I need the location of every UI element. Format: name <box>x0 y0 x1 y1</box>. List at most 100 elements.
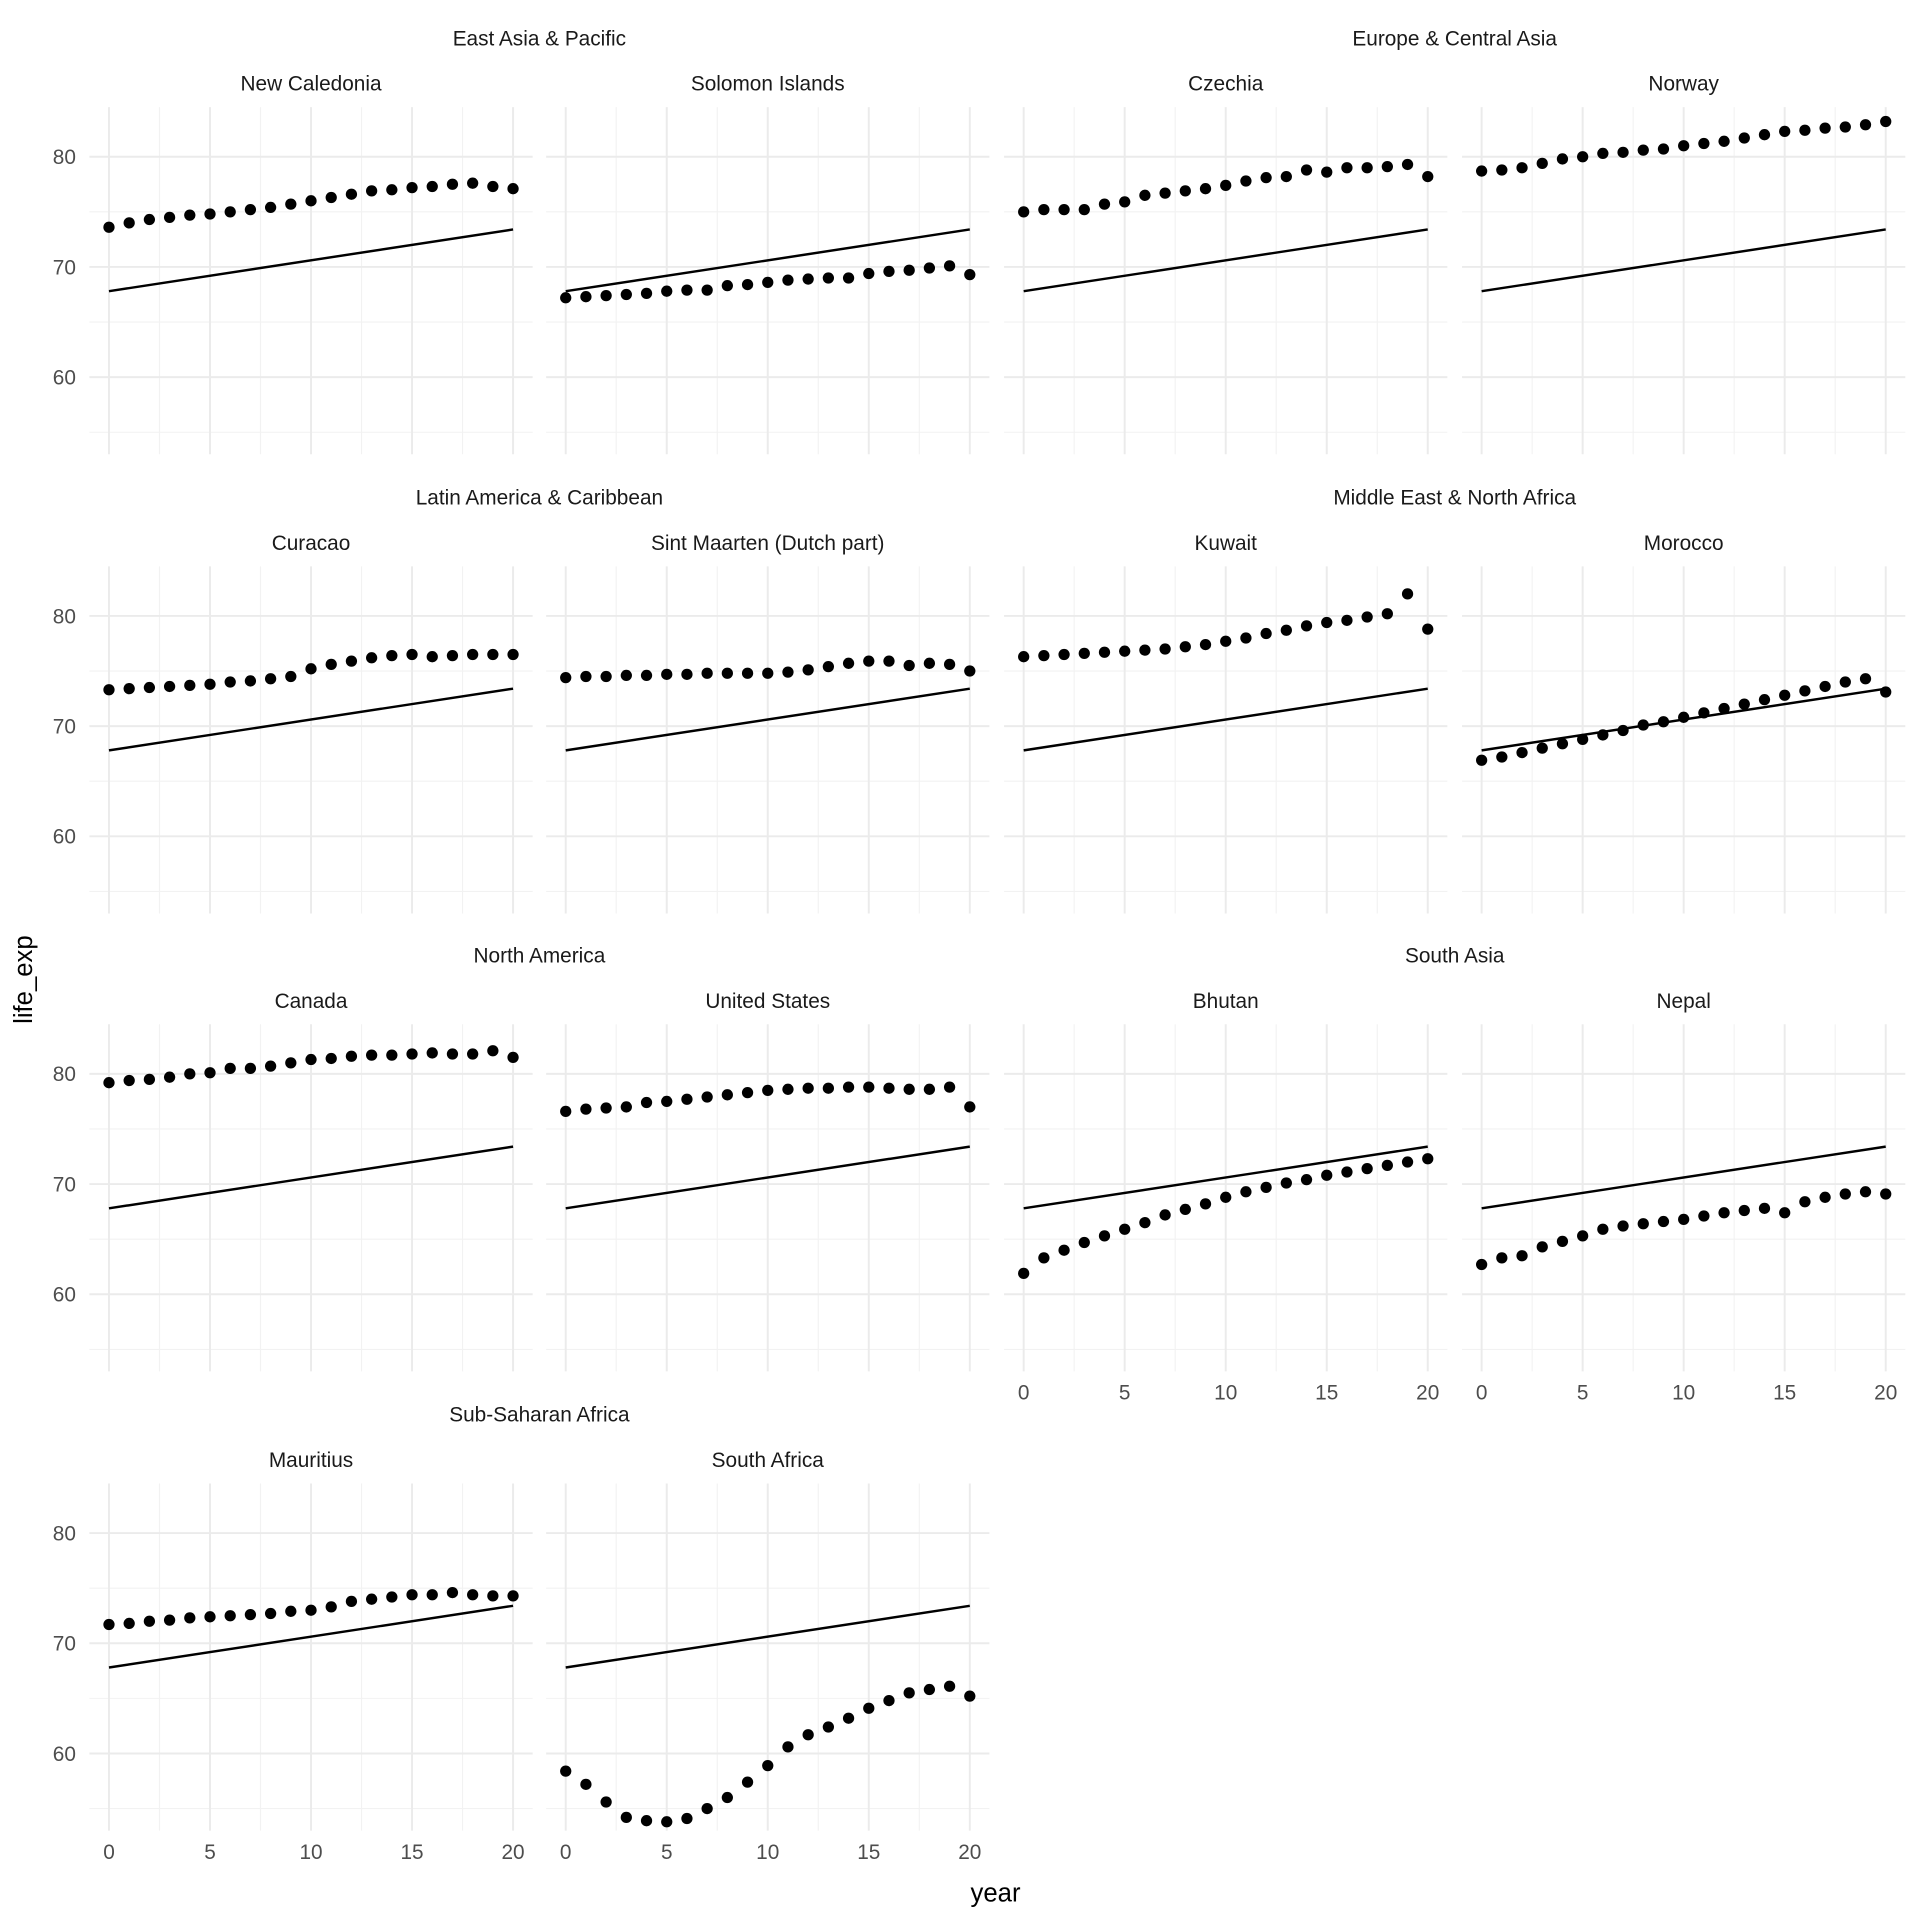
data-point <box>1476 1258 1488 1271</box>
data-point <box>1260 627 1272 640</box>
data-point <box>1179 641 1191 653</box>
data-point <box>1536 742 1548 754</box>
data-point <box>264 1060 277 1072</box>
data-point <box>487 1045 499 1057</box>
data-point <box>1341 1166 1353 1178</box>
data-point <box>1381 161 1393 173</box>
data-point <box>325 191 337 204</box>
data-point <box>426 1047 438 1059</box>
data-point <box>964 1690 976 1702</box>
x-tick-label: 10 <box>299 1841 322 1864</box>
data-point <box>1280 170 1292 183</box>
data-point <box>1779 1207 1791 1219</box>
data-point <box>446 1048 459 1060</box>
data-point <box>1159 643 1171 655</box>
data-point <box>184 1612 196 1624</box>
data-point <box>305 195 317 207</box>
reference-line <box>108 687 514 752</box>
data-point <box>1139 644 1151 656</box>
data-point <box>1220 1191 1232 1203</box>
data-point <box>1637 719 1649 731</box>
x-tick-label: 0 <box>1476 1382 1488 1405</box>
facet-title-morocco: Morocco <box>1644 532 1724 555</box>
data-point <box>863 1081 875 1093</box>
x-tick-label: 15 <box>1315 1382 1338 1405</box>
data-point <box>802 664 814 676</box>
data-point <box>1139 1217 1151 1229</box>
x-tick-label: 15 <box>1773 1382 1796 1405</box>
data-point <box>883 1082 895 1094</box>
data-point <box>1199 183 1212 195</box>
facet-title-south-africa: South Africa <box>712 1449 825 1472</box>
reference-line <box>1481 228 1886 293</box>
data-point <box>903 1687 915 1699</box>
data-point <box>1516 746 1528 759</box>
data-point <box>1556 738 1569 750</box>
data-point <box>224 1062 236 1074</box>
data-point <box>1300 620 1313 632</box>
facet-title-united-states: United States <box>705 990 830 1013</box>
data-point <box>1341 162 1353 174</box>
data-point <box>964 1101 976 1113</box>
data-point <box>1220 179 1232 192</box>
data-point <box>386 1049 398 1061</box>
data-point <box>1718 702 1730 715</box>
data-point <box>1738 132 1750 144</box>
data-point <box>1839 1188 1851 1200</box>
data-point <box>1678 711 1690 723</box>
region-title: East Asia & Pacific <box>453 27 626 50</box>
data-point <box>701 284 713 296</box>
data-point <box>1018 1267 1030 1279</box>
data-point <box>1859 673 1872 685</box>
data-point <box>1476 754 1488 766</box>
data-point <box>721 667 733 679</box>
data-point <box>883 1694 895 1707</box>
data-point <box>325 658 337 671</box>
data-point <box>325 1052 337 1065</box>
data-point <box>366 1593 378 1605</box>
data-point <box>204 1067 216 1079</box>
data-point <box>244 1608 257 1621</box>
data-point <box>1381 608 1393 620</box>
data-point <box>701 1091 713 1103</box>
data-point <box>1139 189 1151 201</box>
data-point <box>285 198 297 210</box>
reference-line <box>1023 228 1428 293</box>
data-point <box>406 648 418 661</box>
y-tick-label: 60 <box>53 1284 76 1307</box>
data-point <box>640 287 653 300</box>
data-point <box>103 1077 115 1089</box>
data-point <box>163 1614 176 1626</box>
data-point <box>1536 1241 1548 1253</box>
facet-title-norway: Norway <box>1648 73 1719 96</box>
data-point <box>1381 1159 1393 1171</box>
data-point <box>123 683 135 695</box>
data-point <box>1819 680 1831 693</box>
data-point <box>1597 729 1609 741</box>
data-point <box>1516 162 1528 174</box>
data-point <box>1758 694 1771 706</box>
data-point <box>1657 143 1670 155</box>
data-point <box>1597 147 1609 160</box>
data-point <box>204 1611 216 1623</box>
data-point <box>264 1607 277 1620</box>
facet-title-kuwait: Kuwait <box>1195 532 1258 555</box>
data-point <box>507 183 519 195</box>
y-tick-label: 70 <box>53 256 76 279</box>
reference-line <box>1481 1145 1886 1210</box>
data-point <box>1637 1218 1649 1230</box>
data-point <box>802 1729 814 1741</box>
data-point <box>1179 185 1191 197</box>
x-tick-label: 20 <box>958 1841 981 1864</box>
data-point <box>1078 1236 1090 1249</box>
data-point <box>883 655 895 667</box>
data-point <box>1280 1177 1292 1189</box>
data-point <box>446 649 459 662</box>
data-point <box>1718 1207 1730 1219</box>
data-point <box>507 1051 519 1063</box>
data-point <box>560 292 572 304</box>
x-tick-label: 15 <box>857 1841 880 1864</box>
data-point <box>1880 1188 1892 1200</box>
data-point <box>1839 676 1851 688</box>
data-point <box>1341 614 1353 626</box>
